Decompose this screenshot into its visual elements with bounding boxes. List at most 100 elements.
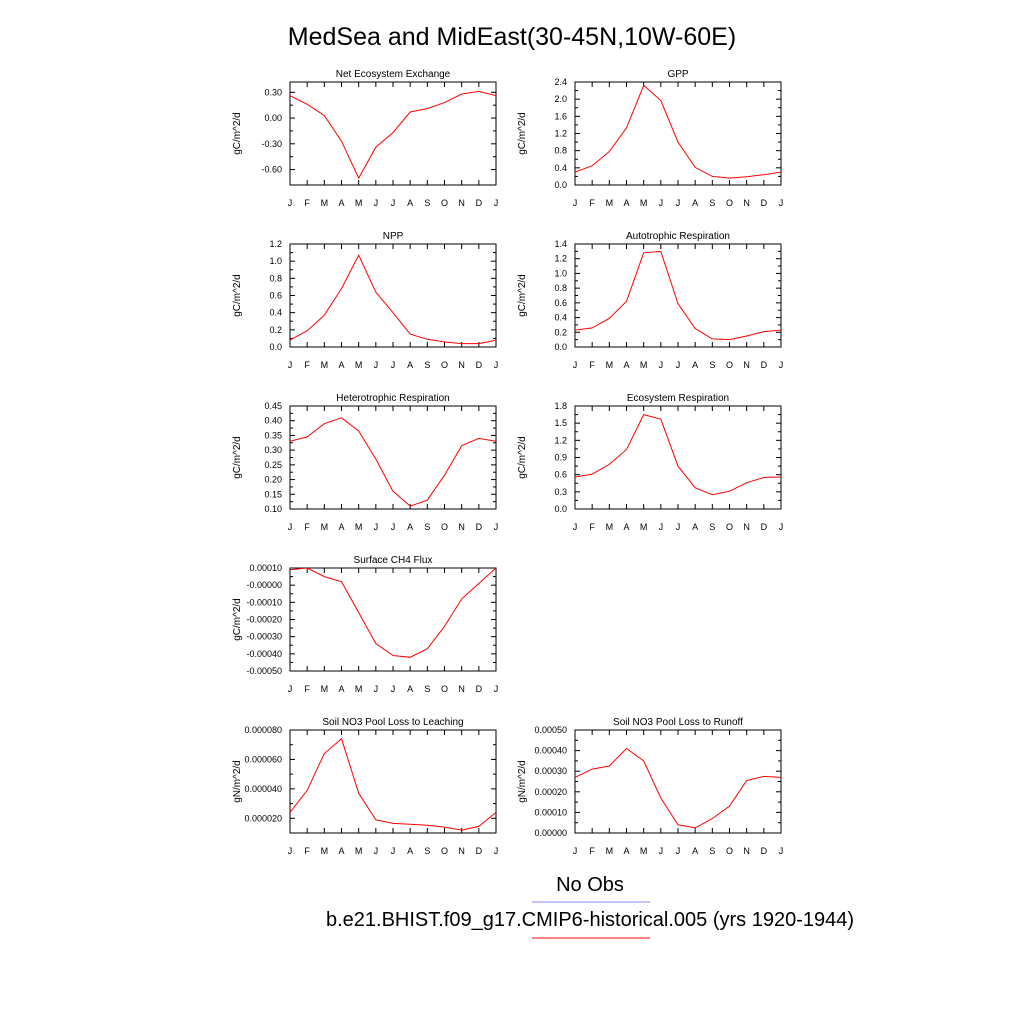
x-tick-label: D (476, 198, 483, 208)
x-tick-label: S (709, 360, 715, 370)
x-tick-label: M (355, 684, 363, 694)
y-tick-label: 0.15 (264, 489, 282, 499)
x-tick-label: J (494, 360, 499, 370)
y-axis-label: gC/m^2/d (517, 274, 528, 317)
x-tick-label: O (726, 198, 733, 208)
x-tick-label: A (692, 522, 698, 532)
y-tick-label: -0.00020 (246, 615, 282, 625)
x-tick-label: S (709, 846, 715, 856)
y-tick-label: 0.25 (264, 460, 282, 470)
y-axis-label: gN/m^2/d (517, 760, 528, 803)
panel-title: Soil NO3 Pool Loss to Runoff (613, 717, 743, 728)
x-tick-label: M (606, 198, 614, 208)
x-tick-label: D (761, 198, 768, 208)
y-tick-label: 1.2 (554, 254, 567, 264)
x-tick-label: M (321, 684, 329, 694)
plot-frame (574, 729, 782, 834)
x-tick-label: M (640, 360, 648, 370)
x-tick-label: A (407, 522, 413, 532)
x-tick-label: J (779, 522, 784, 532)
y-tick-label: 0.00030 (534, 766, 567, 776)
x-tick-label: J (494, 684, 499, 694)
x-tick-label: F (589, 522, 595, 532)
y-tick-label: 0.4 (269, 308, 282, 318)
x-tick-label: N (458, 684, 465, 694)
x-tick-label: F (304, 360, 310, 370)
panel-title: Autotrophic Respiration (626, 231, 730, 242)
y-tick-label: 1.8 (554, 401, 567, 411)
y-tick-label: 0.0 (269, 342, 282, 352)
y-axis-label: gC/m^2/d (232, 274, 243, 317)
x-tick-label: J (374, 846, 379, 856)
x-tick-label: F (589, 360, 595, 370)
series-line (575, 250, 781, 341)
x-tick-label: J (659, 846, 664, 856)
x-tick-label: F (304, 522, 310, 532)
x-tick-label: J (288, 684, 293, 694)
y-tick-label: -0.30 (261, 139, 282, 149)
y-tick-label: 0.30 (264, 87, 282, 97)
y-tick-label: 0.30 (264, 445, 282, 455)
y-axis-label: gN/m^2/d (232, 760, 243, 803)
y-tick-label: 1.2 (554, 129, 567, 139)
x-tick-label: D (476, 522, 483, 532)
y-tick-label: -0.00040 (246, 649, 282, 659)
x-tick-label: F (589, 198, 595, 208)
y-tick-label: 1.2 (269, 239, 282, 249)
x-tick-label: J (676, 522, 681, 532)
x-tick-label: A (407, 846, 413, 856)
series-line (290, 568, 496, 658)
y-tick-label: 0.00050 (534, 725, 567, 735)
y-tick-label: 0.6 (554, 298, 567, 308)
x-tick-label: J (374, 522, 379, 532)
y-tick-label: 0.4 (554, 163, 567, 173)
x-tick-label: S (709, 198, 715, 208)
x-tick-label: N (743, 846, 750, 856)
y-tick-label: 0.6 (554, 470, 567, 480)
x-tick-label: J (391, 846, 396, 856)
y-tick-label: 1.2 (554, 435, 567, 445)
x-tick-label: D (476, 846, 483, 856)
x-tick-label: M (606, 522, 614, 532)
x-tick-label: A (692, 360, 698, 370)
x-tick-label: M (606, 846, 614, 856)
x-tick-label: F (304, 846, 310, 856)
panel-title: Heterotrophic Respiration (336, 393, 449, 404)
x-tick-label: N (458, 846, 465, 856)
series-line (290, 90, 496, 180)
x-tick-label: J (391, 522, 396, 532)
y-tick-label: 0.8 (269, 273, 282, 283)
x-tick-label: J (374, 360, 379, 370)
y-axis-label: gC/m^2/d (232, 112, 243, 155)
x-tick-label: O (441, 684, 448, 694)
plot-frame (289, 81, 497, 186)
x-tick-label: D (761, 846, 768, 856)
x-tick-label: J (391, 198, 396, 208)
y-tick-label: 1.5 (554, 418, 567, 428)
x-tick-label: J (659, 198, 664, 208)
x-tick-label: N (743, 360, 750, 370)
x-tick-label: A (692, 846, 698, 856)
y-tick-label: 0.00000 (534, 828, 567, 838)
y-tick-label: 0.00020 (534, 787, 567, 797)
x-tick-label: M (321, 360, 329, 370)
y-tick-label: 1.6 (554, 111, 567, 121)
panel-title: Ecosystem Respiration (627, 393, 729, 404)
x-tick-label: O (441, 522, 448, 532)
y-tick-label: 0.00040 (534, 746, 567, 756)
y-tick-label: 0.000060 (244, 754, 282, 764)
x-tick-label: A (338, 846, 344, 856)
y-tick-label: -0.00000 (246, 580, 282, 590)
y-tick-label: -0.00010 (246, 597, 282, 607)
y-tick-label: 0.000020 (244, 813, 282, 823)
x-tick-label: A (407, 684, 413, 694)
x-tick-label: A (338, 684, 344, 694)
x-tick-label: N (458, 522, 465, 532)
x-tick-label: F (304, 198, 310, 208)
y-tick-label: 1.0 (269, 256, 282, 266)
